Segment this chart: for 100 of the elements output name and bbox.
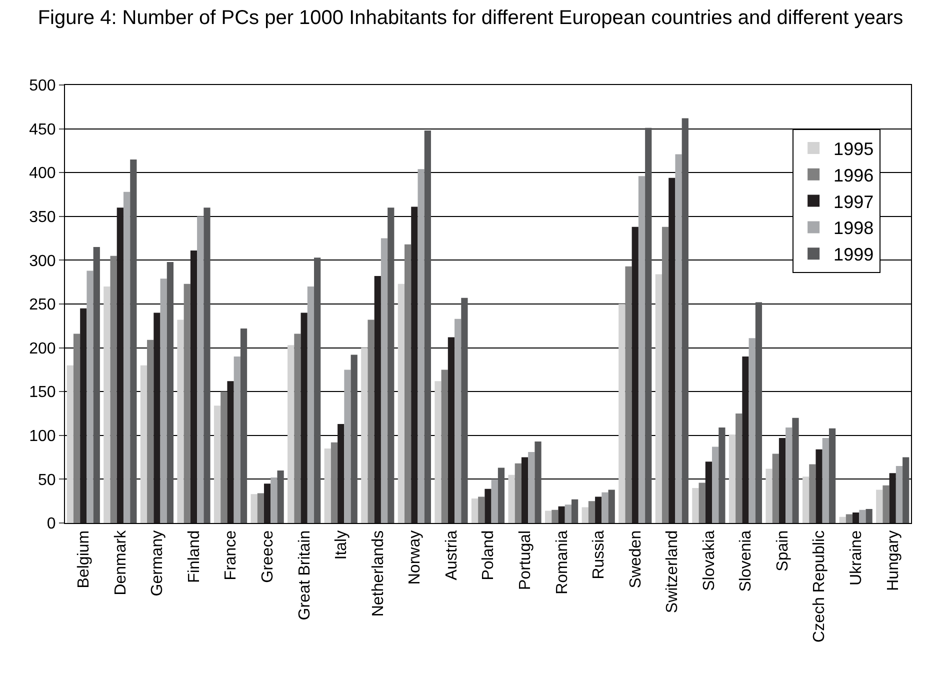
bar <box>434 381 442 523</box>
y-tick-label: 300 <box>29 252 56 270</box>
x-tick-label: Austria <box>443 530 460 580</box>
bar <box>93 247 100 523</box>
bar <box>582 507 588 523</box>
x-tick-label: Czech Republic <box>811 530 828 642</box>
bar <box>766 468 772 523</box>
bar <box>618 304 626 523</box>
bar <box>534 442 542 523</box>
x-tick-label: Switzerland <box>664 530 682 614</box>
bar <box>197 216 204 523</box>
bar <box>104 286 110 523</box>
bar <box>602 492 608 523</box>
bar <box>802 476 810 523</box>
bar <box>344 370 351 523</box>
x-tick-label: Italy <box>333 530 350 560</box>
bar <box>742 356 749 523</box>
bar <box>140 365 148 523</box>
bar <box>816 449 822 523</box>
x-tick-label: Greece <box>260 530 276 583</box>
bar <box>828 428 836 523</box>
bar <box>588 501 596 523</box>
bar <box>270 477 278 523</box>
x-tick-label: Finland <box>186 530 203 583</box>
x-tick-label: Ukraine <box>848 530 866 586</box>
bar <box>240 328 248 523</box>
bar <box>712 446 719 523</box>
y-tick-label: 500 <box>29 78 56 95</box>
bar <box>772 454 779 523</box>
bar <box>558 506 565 523</box>
bar <box>662 226 669 523</box>
bar <box>398 284 404 523</box>
bar <box>73 334 80 523</box>
bar <box>250 494 258 523</box>
x-tick-label: Belgium <box>76 530 93 588</box>
bar <box>882 485 890 523</box>
bar <box>755 302 762 523</box>
bar <box>338 424 344 523</box>
bar <box>257 493 264 523</box>
bar <box>300 312 308 523</box>
bar <box>514 463 522 523</box>
bar <box>368 320 374 523</box>
bar <box>692 488 699 523</box>
x-tick-label: Spain <box>774 530 792 572</box>
bar <box>595 496 602 523</box>
bar <box>564 504 572 523</box>
bar <box>204 208 210 523</box>
y-tick-label: 450 <box>29 121 56 138</box>
x-tick-label: France <box>222 530 240 580</box>
bar <box>896 466 903 523</box>
x-tick-label: Great Britain <box>296 530 314 620</box>
bar <box>361 348 368 523</box>
bar <box>454 318 462 523</box>
bar <box>718 428 726 523</box>
bar <box>572 499 578 523</box>
bar <box>728 434 736 523</box>
x-tick-label: Netherlands <box>370 530 387 617</box>
bar <box>441 370 448 523</box>
legend-label: 1998 <box>834 218 874 238</box>
bar <box>220 392 228 523</box>
x-tick-label: Slovenia <box>738 530 755 592</box>
y-tick-label: 100 <box>29 428 56 445</box>
bar <box>184 284 190 523</box>
legend-label: 1997 <box>834 192 874 212</box>
x-tick-label: Germany <box>149 530 166 596</box>
x-tick-label: Sweden <box>627 530 644 588</box>
bar <box>227 381 234 523</box>
x-tick-label: Slovakia <box>700 530 718 591</box>
bar <box>294 334 301 523</box>
bar <box>668 178 676 523</box>
bar <box>736 414 742 523</box>
bar <box>839 516 846 523</box>
bar <box>418 169 424 523</box>
bar <box>478 496 485 523</box>
bar <box>645 128 652 523</box>
bar <box>324 448 331 523</box>
bar <box>380 238 388 523</box>
bar <box>471 498 478 523</box>
bar <box>748 338 756 523</box>
bar <box>698 482 706 523</box>
bar <box>307 286 314 523</box>
bar <box>80 308 87 523</box>
bar <box>491 479 498 523</box>
bar <box>545 510 552 523</box>
bar <box>110 256 117 523</box>
bar <box>638 176 646 523</box>
x-tick-label: Portugal <box>516 530 534 590</box>
bar <box>846 514 853 523</box>
y-tick-label: 250 <box>29 296 56 314</box>
bar <box>190 250 198 523</box>
bar <box>552 510 558 523</box>
bar <box>160 278 167 523</box>
y-tick-label: 350 <box>29 209 56 226</box>
y-tick-label: 50 <box>38 472 56 489</box>
bar <box>889 473 896 523</box>
y-tick-label: 150 <box>29 384 56 402</box>
bar <box>528 452 535 523</box>
bar <box>330 442 338 523</box>
bar <box>461 298 468 523</box>
y-tick-label: 200 <box>29 340 56 358</box>
